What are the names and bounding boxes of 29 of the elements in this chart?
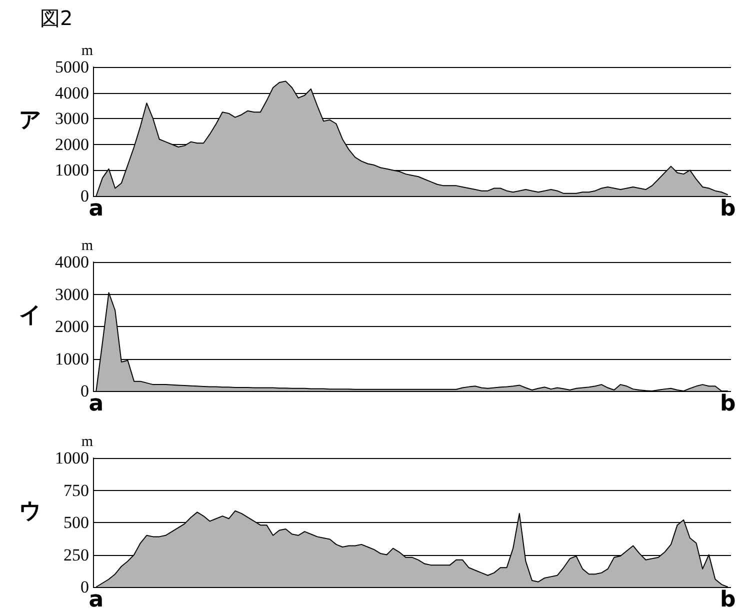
text: ア [19,108,42,133]
y-tick-label: 2000 [55,134,89,154]
x-tick-label: a [88,588,104,612]
y-tick-label: 2000 [55,317,89,336]
y-tick-label: 4000 [55,252,89,272]
y-tick-label: 1000 [55,349,89,368]
y-axis-title: m [81,238,94,254]
y-axis-title: m [81,434,94,450]
y-axis-title: m [81,43,94,60]
y-tick-label: 1000 [55,448,89,468]
text: イ [19,303,42,328]
y-tick-label: 0 [80,186,89,206]
caption: 図2 [40,6,73,30]
y-tick-label: 0 [80,382,89,400]
y-tick-label: 0 [80,578,89,596]
x-tick-label: b [720,196,736,222]
y-tick-label: 750 [64,480,89,500]
y-tick-label: 250 [64,545,89,564]
y-tick-label: 5000 [55,58,89,76]
x-tick-label: a [88,392,104,416]
x-tick-label: b [720,588,736,612]
x-tick-label: a [88,196,104,222]
text: ウ [19,499,42,524]
y-tick-label: 1000 [55,160,89,180]
y-tick-label: 3000 [55,109,89,128]
y-tick-label: 4000 [55,83,89,102]
x-tick-label: b [720,392,736,416]
y-tick-label: 500 [64,513,89,532]
y-tick-label: 3000 [55,284,89,304]
